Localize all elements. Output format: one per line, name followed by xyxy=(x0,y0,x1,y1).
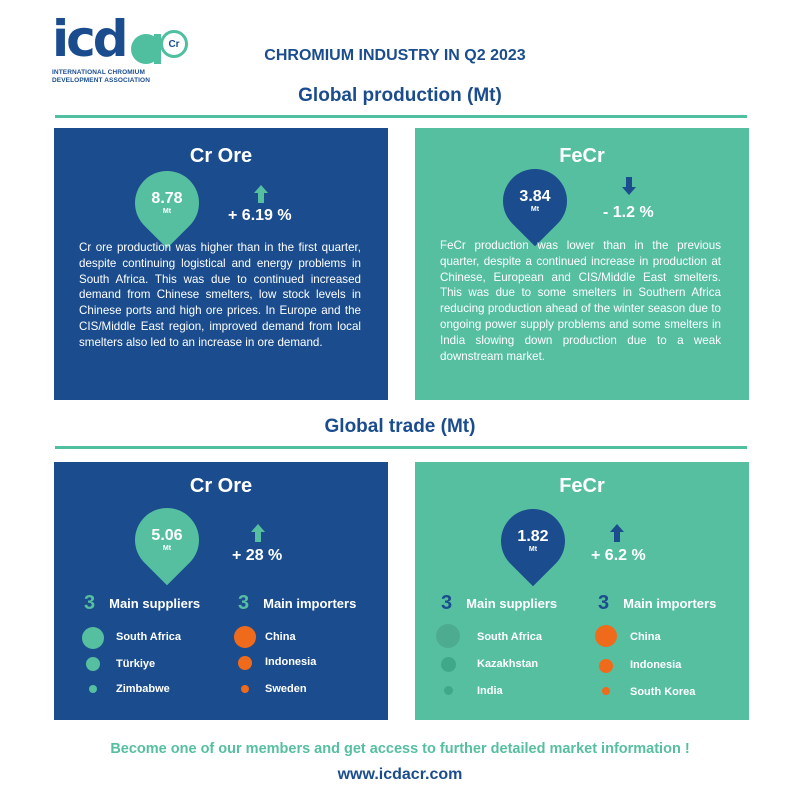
trade-cr-ore-importers-label: Main importers xyxy=(263,596,357,611)
logo-text: icd xyxy=(52,10,129,68)
trade-cr-ore-panel: Cr Ore 5.06 Mt + 28 % 3 Main suppliers 3… xyxy=(54,462,388,720)
trade-cr-ore-importers-heading: 3 Main importers xyxy=(238,592,356,615)
trade-cr-ore-importer-3: Sweden xyxy=(265,683,307,695)
production-fecr-title: FeCr xyxy=(559,145,605,167)
trade-cr-ore-suppliers-label: Main suppliers xyxy=(109,596,201,611)
importer-rank-2-dot xyxy=(238,656,252,670)
trade-fecr-unit: Mt xyxy=(528,545,538,553)
importer-rank-3-dot xyxy=(241,685,249,693)
trade-fecr-importers-label: Main importers xyxy=(623,596,717,611)
supplier-rank-1-dot xyxy=(436,624,460,648)
trade-fecr-importers-count: 3 xyxy=(598,592,610,614)
logo-subtitle-line1: INTERNATIONAL CHROMIUM xyxy=(52,69,145,76)
trade-fecr-value: 1.82 xyxy=(517,527,549,545)
up-arrow-icon xyxy=(251,524,265,542)
up-arrow-icon xyxy=(610,524,624,542)
logo-subtitle-line2: DEVELOPMENT ASSOCIATION xyxy=(52,77,151,84)
trade-cr-ore-bubble: 5.06 Mt xyxy=(135,508,199,572)
trade-cr-ore-title: Cr Ore xyxy=(189,475,253,497)
trade-cr-ore-importers-count: 3 xyxy=(238,592,250,614)
trade-cr-ore-supplier-1: South Africa xyxy=(116,631,181,643)
trade-cr-ore-value: 5.06 xyxy=(151,526,183,544)
trade-fecr-supplier-3: India xyxy=(477,685,503,697)
production-divider xyxy=(55,115,747,118)
trade-fecr-importers-heading: 3 Main importers xyxy=(598,592,716,615)
page-title-text: CHROMIUM INDUSTRY IN Q2 2023 xyxy=(264,47,526,64)
production-fecr-description: FeCr production was lower than in the pr… xyxy=(440,239,721,363)
importer-rank-3-dot xyxy=(602,687,610,695)
logo-cr-badge: Cr xyxy=(160,30,188,58)
production-cr-ore-description: Cr ore production was higher than in the… xyxy=(79,241,361,349)
production-cr-ore-unit: Mt xyxy=(162,207,172,215)
trade-cr-ore-suppliers-count: 3 xyxy=(84,592,96,614)
production-heading: Global production (Mt) xyxy=(298,85,502,106)
production-cr-ore-value: 8.78 xyxy=(151,189,183,207)
supplier-rank-2-dot xyxy=(441,657,456,672)
production-cr-ore-bubble: 8.78 Mt xyxy=(135,171,199,235)
production-fecr-bubble: 3.84 Mt xyxy=(503,169,567,233)
production-cr-ore-change: + 6.19 % xyxy=(228,207,292,224)
icda-logo: icd Cr INTERNATIONAL CHROMIUM DEVELOPMEN… xyxy=(52,12,202,92)
supplier-rank-2-dot xyxy=(86,657,100,671)
trade-cr-ore-change: + 28 % xyxy=(232,547,283,564)
trade-divider xyxy=(55,446,747,449)
trade-fecr-supplier-1: South Africa xyxy=(477,631,542,643)
trade-cr-ore-supplier-2: Türkiye xyxy=(116,658,156,670)
trade-cr-ore-unit: Mt xyxy=(162,544,172,552)
trade-fecr-supplier-2: Kazakhstan xyxy=(477,658,539,670)
production-fecr-panel: FeCr 3.84 Mt - 1.2 % FeCr production was… xyxy=(415,128,749,400)
trade-fecr-importer-3: South Korea xyxy=(630,686,696,698)
trade-fecr-title: FeCr xyxy=(559,475,605,497)
production-fecr-value: 3.84 xyxy=(519,187,551,205)
production-cr-ore-title: Cr Ore xyxy=(189,145,253,167)
trade-fecr-importer-1: China xyxy=(630,631,661,643)
trade-cr-ore-suppliers-heading: 3 Main suppliers xyxy=(84,592,200,615)
supplier-rank-3-dot xyxy=(89,685,97,693)
supplier-rank-1-dot xyxy=(82,627,104,649)
trade-fecr-suppliers-label: Main suppliers xyxy=(466,596,558,611)
down-arrow-icon xyxy=(622,177,636,195)
supplier-rank-3-dot xyxy=(444,686,453,695)
production-fecr-change: - 1.2 % xyxy=(603,204,654,221)
logo-subtitle: INTERNATIONAL CHROMIUM DEVELOPMENT ASSOC… xyxy=(52,69,150,85)
trade-cr-ore-importer-1: China xyxy=(265,631,296,643)
production-fecr-unit: Mt xyxy=(530,205,540,213)
importer-rank-1-dot xyxy=(595,625,617,647)
trade-cr-ore-supplier-3: Zimbabwe xyxy=(116,683,170,695)
membership-call-to-action: Become one of our members and get access… xyxy=(110,741,690,757)
trade-fecr-panel: FeCr 1.82 Mt + 6.2 % 3 Main suppliers 3 … xyxy=(415,462,749,720)
trade-heading: Global trade (Mt) xyxy=(324,416,476,437)
logo-a-stem xyxy=(154,34,161,64)
page-title: CHROMIUM INDUSTRY IN Q2 2023 xyxy=(0,47,790,65)
trade-fecr-importer-2: Indonesia xyxy=(630,659,682,671)
trade-fecr-suppliers-heading: 3 Main suppliers xyxy=(441,592,557,615)
logo-wordmark: icd xyxy=(52,10,129,68)
importer-rank-1-dot xyxy=(234,626,256,648)
up-arrow-icon xyxy=(254,185,268,203)
production-cr-ore-panel: Cr Ore 8.78 Mt + 6.19 % Cr ore productio… xyxy=(54,128,388,400)
trade-fecr-change: + 6.2 % xyxy=(591,547,646,564)
trade-fecr-suppliers-count: 3 xyxy=(441,592,453,614)
trade-cr-ore-importer-2: Indonesia xyxy=(265,656,317,668)
trade-fecr-bubble: 1.82 Mt xyxy=(501,509,565,573)
importer-rank-2-dot xyxy=(599,659,613,673)
website-link[interactable]: www.icdacr.com xyxy=(337,766,463,783)
